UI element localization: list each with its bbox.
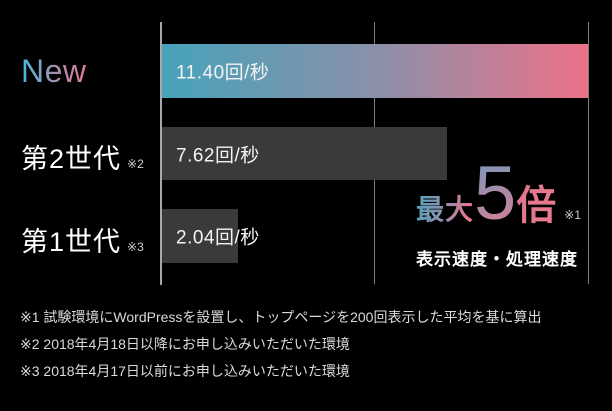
annotation-prefix: 最大	[416, 188, 474, 228]
bar-new: 11.40回/秒	[162, 44, 588, 98]
max-speed-headline: 最大 5 倍 ※1	[416, 151, 582, 236]
annotation-big-number: 5	[474, 151, 517, 236]
annotation-subtitle: 表示速度・処理速度	[416, 250, 578, 269]
bar-new-value-label: 11.40回/秒	[176, 62, 270, 84]
bar-gen1: 2.04回/秒	[162, 209, 259, 263]
gridline-max	[588, 22, 589, 284]
category-gen2-text: 第2世代	[21, 144, 122, 174]
category-label-gen2: 第2世代 ※2	[21, 137, 144, 176]
max-speed-annotation: 最大 5 倍 ※1 表示速度・処理速度	[416, 151, 582, 270]
footnote-2: ※2 2018年4月18日以降にお申し込みいただいた環境	[20, 336, 350, 352]
bar-gen2-value-label: 7.62回/秒	[176, 145, 260, 166]
footnote-3: ※3 2018年4月17日以前にお申し込みいただいた環境	[20, 363, 350, 379]
category-gen1-text: 第1世代	[21, 227, 122, 257]
y-axis-line	[160, 22, 162, 285]
bar-gen2: 7.62回/秒	[162, 127, 447, 180]
bar-gen1-value-label: 2.04回/秒	[176, 227, 260, 249]
plot-area: 11.40回/秒 7.62回/秒 2.04回/秒	[162, 0, 588, 285]
category-label-gen1: 第1世代 ※3	[21, 220, 144, 259]
annotation-suffix: 倍	[516, 173, 556, 231]
category-new-text: New	[21, 53, 87, 89]
category-label-new: New	[21, 53, 87, 90]
annotation-footnote-mark: ※1	[564, 208, 582, 222]
footnote-1: ※1 試験環境にWordPressを設置し、トップページを200回表示した平均を…	[20, 309, 542, 325]
footnotes: ※1 試験環境にWordPressを設置し、トップページを200回表示した平均を…	[20, 309, 541, 390]
category-gen2-footnote-mark: ※2	[127, 157, 144, 171]
category-gen1-footnote-mark: ※3	[127, 240, 144, 254]
